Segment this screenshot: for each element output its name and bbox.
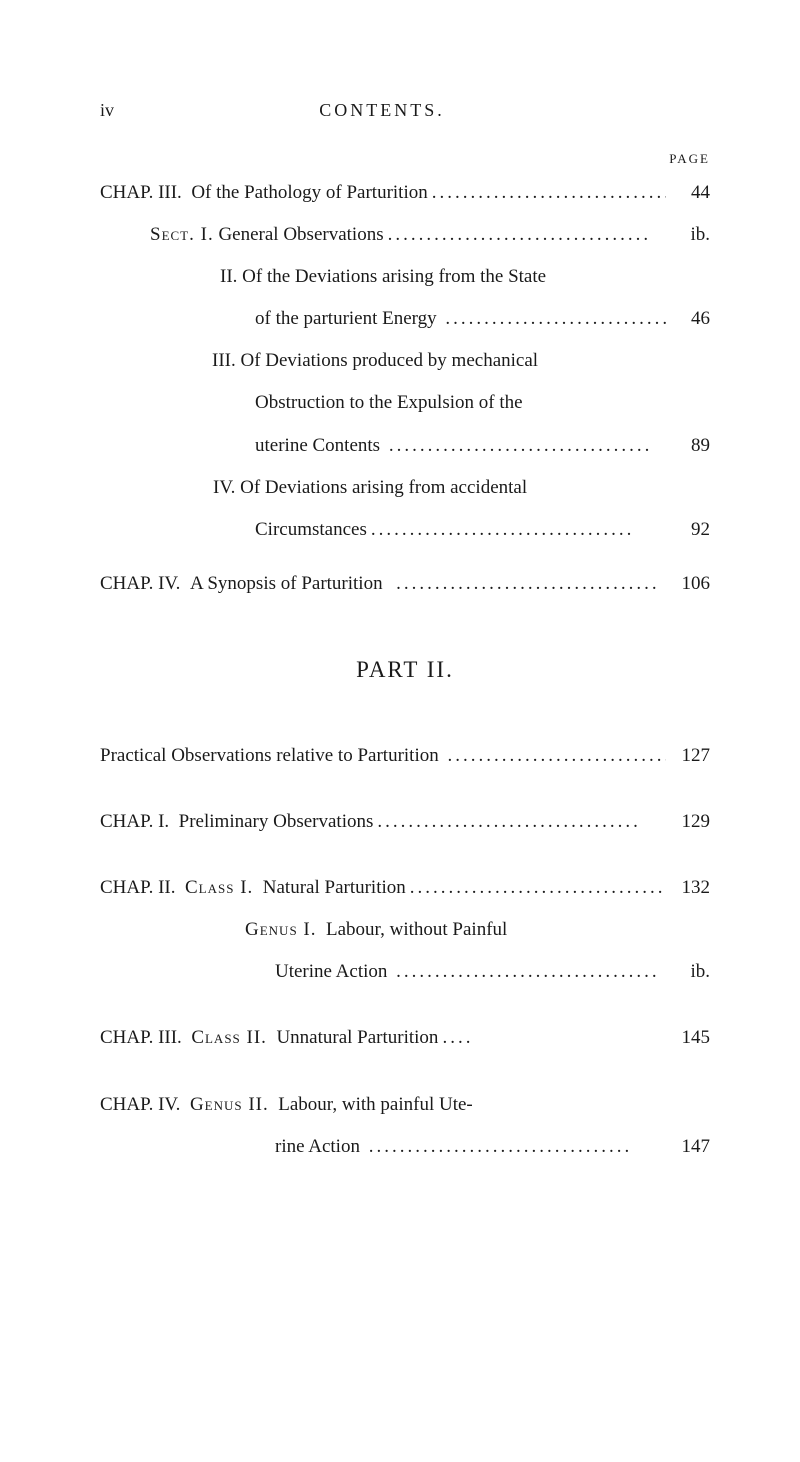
entry-text: Preliminary Observations xyxy=(179,804,374,840)
entry-page: 145 xyxy=(670,1020,710,1056)
entry-text: Practical Observations relative to Partu… xyxy=(100,738,439,774)
entry-page: 132 xyxy=(670,870,710,906)
toc-entry-chap4-p2-line1: CHAP. IV. Genus II. Labour, with painful… xyxy=(100,1087,710,1123)
genus-label: Genus I. xyxy=(245,912,317,948)
toc-entry-chap3-p2: CHAP. III. Class II. Unnatural Parturiti… xyxy=(100,1020,710,1056)
toc-entry-sect2-line1: II. Of the Deviations arising from the S… xyxy=(100,259,710,295)
page-header: iv CONTENTS. xyxy=(100,100,710,121)
entry-text: Obstruction to the Expulsion of the xyxy=(255,385,523,421)
entry-text: uterine Contents xyxy=(255,428,380,464)
page-number-roman: iv xyxy=(100,100,114,121)
entry-label: Sect. I. xyxy=(150,217,214,253)
entry-label: CHAP. III. xyxy=(100,1020,182,1056)
entry-text: Circumstances xyxy=(255,512,367,548)
entry-text: Of Deviations produced by mechanical xyxy=(240,343,538,379)
entry-label: CHAP. IV. xyxy=(100,566,180,602)
entry-page: 127 xyxy=(670,738,710,774)
leader-dots: .................................. xyxy=(389,428,666,464)
page-column-label: PAGE xyxy=(100,151,710,167)
entry-text: Of Deviations arising from accidental xyxy=(240,470,527,506)
toc-entry-chap1-p2: CHAP. I. Preliminary Observations ......… xyxy=(100,804,710,840)
leader-dots: .................................. xyxy=(432,175,666,211)
entry-text: of the parturient Energy xyxy=(255,301,437,337)
toc-entry-chap3: CHAP. III. Of the Pathology of Parturiti… xyxy=(100,175,710,211)
genus-label: Genus II. xyxy=(190,1087,269,1123)
header-title: CONTENTS. xyxy=(319,100,445,121)
leader-dots: .................................. xyxy=(388,217,666,253)
toc-entry-genus1-line2: Uterine Action .........................… xyxy=(100,954,710,990)
toc-entry-sect3-line2: Obstruction to the Expulsion of the xyxy=(100,385,710,421)
leader-dots: .................................. xyxy=(371,512,666,548)
entry-text: Of the Pathology of Parturition xyxy=(191,175,427,211)
entry-label: CHAP. I. xyxy=(100,804,169,840)
toc-entry-chap4-p2-line2: rine Action ............................… xyxy=(100,1129,710,1165)
toc-entry-chap2-p2: CHAP. II. Class I. Natural Parturition .… xyxy=(100,870,710,906)
class-label: Class I. xyxy=(185,870,253,906)
leader-dots: .................................. xyxy=(410,870,666,906)
entry-text: General Observations xyxy=(218,217,383,253)
toc-entry-sect4-line2: Circumstances ..........................… xyxy=(100,512,710,548)
toc-entry-sect3-line1: III. Of Deviations produced by mechanica… xyxy=(100,343,710,379)
leader-dots: .................................. xyxy=(369,1129,666,1165)
part-title: PART II. xyxy=(100,657,710,683)
entry-text: A Synopsis of Parturition xyxy=(190,566,383,602)
entry-page: 129 xyxy=(670,804,710,840)
entry-label: IV. xyxy=(213,470,235,506)
leader-dots: .................................. xyxy=(447,738,666,774)
entry-page: ib. xyxy=(670,954,710,990)
toc-entry-chap4: CHAP. IV. A Synopsis of Parturition ....… xyxy=(100,566,710,602)
class-label: Class II. xyxy=(191,1020,267,1056)
toc-entry-practical: Practical Observations relative to Partu… xyxy=(100,738,710,774)
leader-dots: .................................. xyxy=(396,566,666,602)
toc-entry-sect3-line3: uterine Contents .......................… xyxy=(100,428,710,464)
entry-text: rine Action xyxy=(275,1129,360,1165)
entry-label: III. xyxy=(212,343,236,379)
leader-dots: .... xyxy=(442,1020,666,1056)
entry-page: 44 xyxy=(670,175,710,211)
entry-page: 46 xyxy=(670,301,710,337)
entry-text: Labour, with painful Ute- xyxy=(278,1087,472,1123)
toc-entry-sect4-line1: IV. Of Deviations arising from accidenta… xyxy=(100,470,710,506)
entry-label: II. xyxy=(220,259,237,295)
leader-dots: .................................. xyxy=(396,954,666,990)
entry-text: Labour, without Painful xyxy=(326,912,507,948)
entry-page: 89 xyxy=(670,428,710,464)
toc-entry-sect1: Sect. I. General Observations ..........… xyxy=(100,217,710,253)
entry-text: Uterine Action xyxy=(275,954,387,990)
entry-text: Unnatural Parturition xyxy=(276,1020,438,1056)
entry-label: CHAP. III. xyxy=(100,175,182,211)
leader-dots: .................................. xyxy=(377,804,666,840)
entry-label: CHAP. IV. xyxy=(100,1087,180,1123)
toc-entry-sect2-line2: of the parturient Energy ...............… xyxy=(100,301,710,337)
entry-page: 92 xyxy=(670,512,710,548)
entry-label: CHAP. II. xyxy=(100,870,175,906)
entry-text: Natural Parturition xyxy=(263,870,406,906)
entry-page: ib. xyxy=(670,217,710,253)
entry-page: 147 xyxy=(670,1129,710,1165)
toc-entry-genus1-line1: Genus I. Labour, without Painful xyxy=(100,912,710,948)
entry-page: 106 xyxy=(670,566,710,602)
entry-text: Of the Deviations arising from the State xyxy=(242,259,546,295)
leader-dots: .................................. xyxy=(445,301,666,337)
